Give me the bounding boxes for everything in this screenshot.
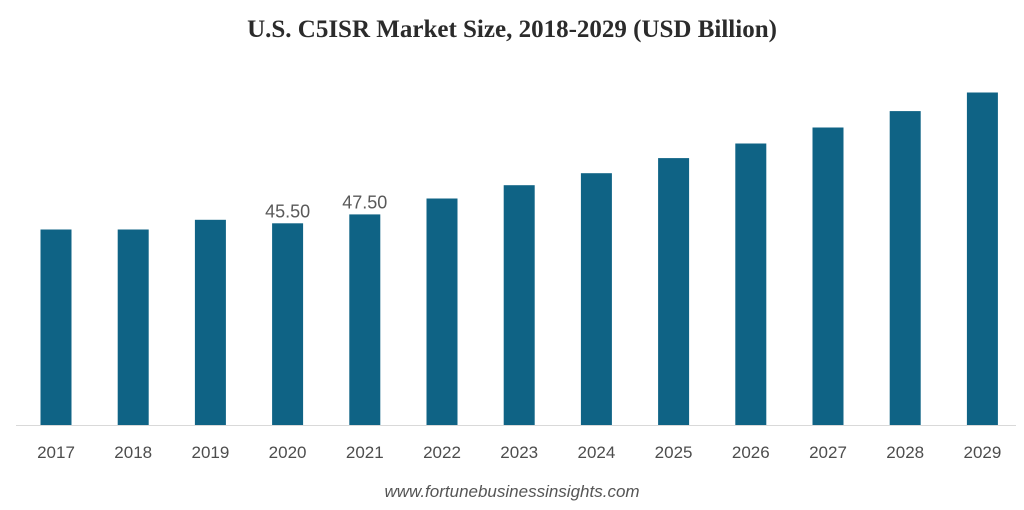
x-tick-label-2022: 2022 [423, 443, 461, 462]
data-label-2021: 47.50 [342, 192, 387, 212]
bar-2021 [349, 214, 381, 425]
x-tick-label-2028: 2028 [886, 443, 924, 462]
bar-2028 [889, 111, 921, 425]
bar-2024 [580, 173, 612, 425]
bar-2022 [426, 198, 458, 425]
x-tick-label-2019: 2019 [191, 443, 229, 462]
bar-2027 [812, 127, 844, 425]
x-tick-label-2023: 2023 [500, 443, 538, 462]
x-tick-label-2029: 2029 [963, 443, 1001, 462]
x-tick-label-2027: 2027 [809, 443, 847, 462]
bar-2017 [40, 229, 72, 425]
bar-2023 [503, 185, 535, 425]
bar-2025 [658, 158, 690, 425]
data-label-2020: 45.50 [265, 201, 310, 221]
bar-2029 [966, 92, 998, 425]
bar-2026 [735, 143, 767, 425]
x-tick-label-2026: 2026 [732, 443, 770, 462]
source-watermark: www.fortunebusinessinsights.com [384, 482, 640, 501]
bar-2019 [194, 219, 226, 425]
x-tick-label-2020: 2020 [269, 443, 307, 462]
x-tick-label-2018: 2018 [114, 443, 152, 462]
bar-2020 [272, 223, 304, 425]
x-tick-label-2024: 2024 [577, 443, 615, 462]
chart-title: U.S. C5ISR Market Size, 2018-2029 (USD B… [247, 16, 777, 43]
x-tick-label-2017: 2017 [37, 443, 75, 462]
x-tick-label-2021: 2021 [346, 443, 384, 462]
x-tick-label-2025: 2025 [655, 443, 693, 462]
bar-2018 [117, 229, 149, 425]
